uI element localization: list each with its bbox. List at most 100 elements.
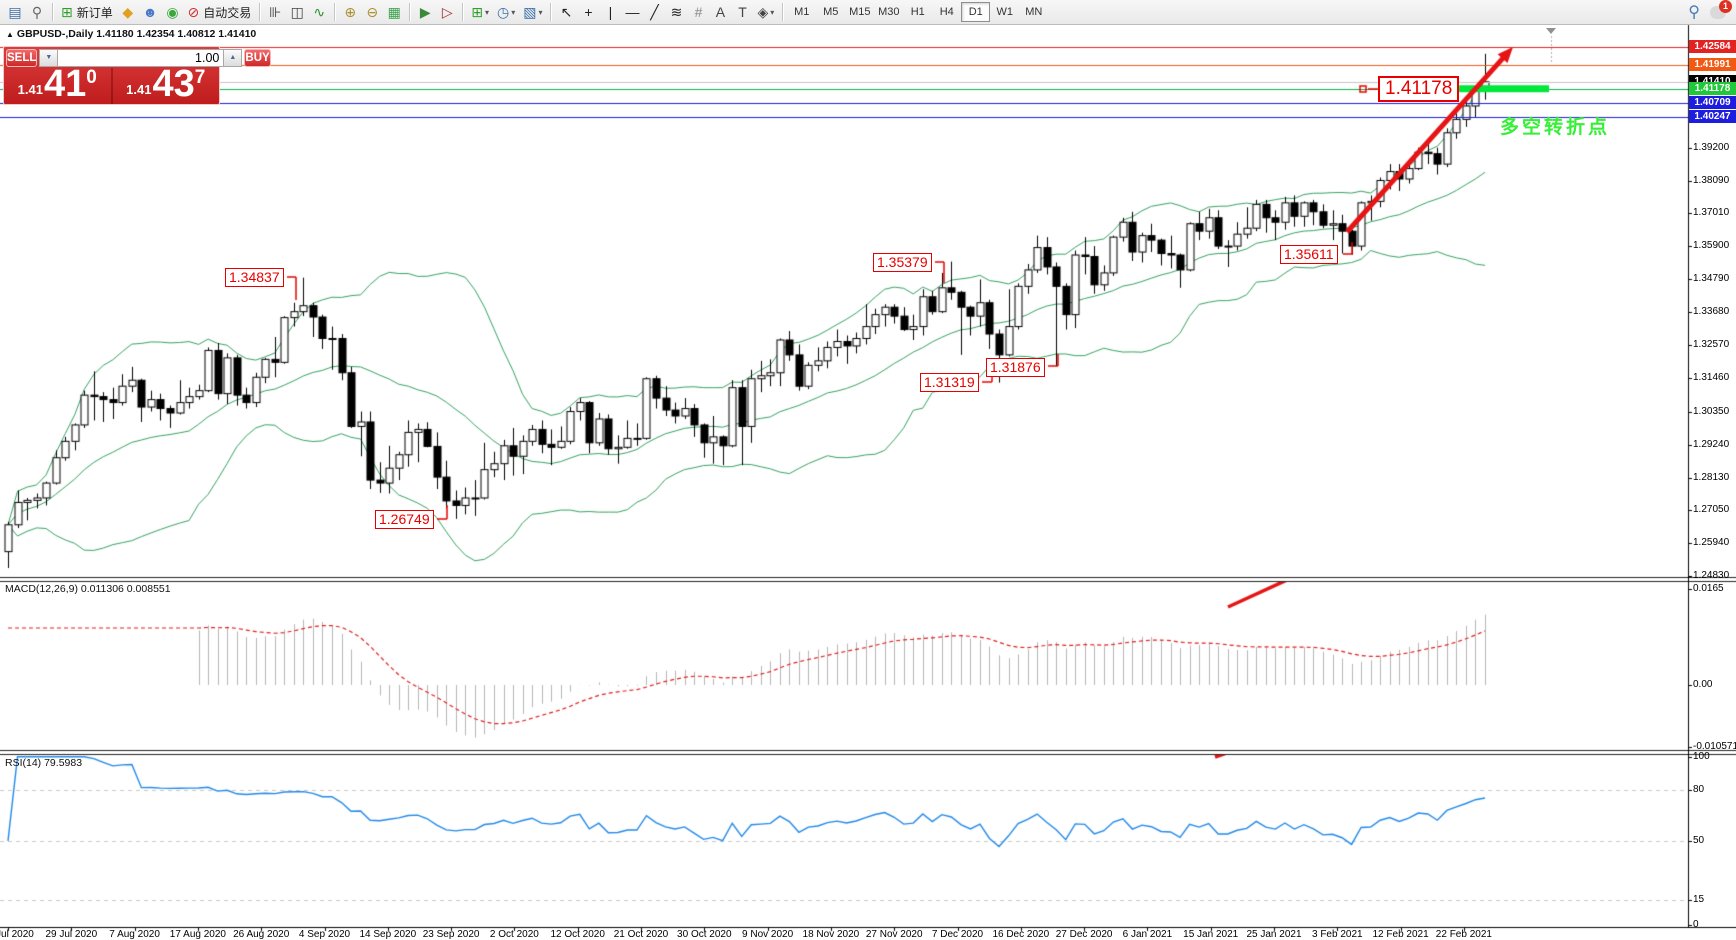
new-chart-icon-dropdown[interactable]: ▾ — [484, 7, 489, 17]
sell-price[interactable]: 1.41 41 0 — [4, 65, 111, 104]
trendline-icon: ╱ — [650, 4, 659, 20]
data-window-icon: ⚲ — [31, 4, 43, 20]
price-annotation[interactable]: 1.35611 — [1280, 245, 1338, 264]
date-axis-label: 27 Nov 2020 — [865, 929, 923, 940]
price-annotation[interactable]: 1.34837 — [225, 268, 284, 287]
date-axis-label: 14 Sep 2020 — [359, 929, 417, 940]
fibonacci-icon: ≋ — [670, 4, 683, 20]
vertical-line-icon[interactable]: | — [599, 2, 621, 23]
buy-price[interactable]: 1.41 43 7 — [113, 63, 220, 105]
rsi-indicator-label: RSI(14) 79.5983 — [5, 757, 83, 769]
period-clock-icon[interactable]: ◷ ▾ — [493, 2, 519, 23]
price-annotation[interactable]: 1.26749 — [375, 510, 434, 529]
crosshair-icon[interactable]: + — [577, 2, 599, 23]
timeframe-h1[interactable]: H1 — [910, 6, 925, 18]
collapse-icon[interactable]: ▲ — [6, 30, 14, 39]
candlestick-chart-type-icon: ◫ — [290, 4, 304, 20]
timeframe-m30[interactable]: M30 — [878, 6, 900, 18]
market-depth-icon: ◆ — [122, 4, 134, 20]
text-label-icon[interactable]: T — [731, 2, 753, 23]
volume-increase-button[interactable]: ▲ — [223, 48, 243, 67]
timeframe-h4[interactable]: H4 — [939, 6, 954, 18]
volume-input[interactable] — [58, 48, 224, 67]
chat-badge: 1 — [1719, 0, 1732, 13]
chart-shift-icon[interactable]: ▷ — [436, 2, 458, 23]
price-annotation[interactable]: 1.35379 — [873, 253, 932, 272]
market-watch-icon[interactable]: ▤ — [4, 2, 26, 23]
date-axis-label: 3 Feb 2021 — [1311, 929, 1363, 940]
note-long-short-turning-point[interactable]: 多空转折点 — [1500, 117, 1611, 138]
shapes-icon-dropdown[interactable]: ▾ — [770, 7, 775, 17]
horizontal-line-icon[interactable]: — — [621, 2, 643, 23]
line-chart-type-icon[interactable]: ∿ — [308, 2, 330, 23]
shapes-icon[interactable]: ◈ ▾ — [753, 2, 778, 23]
date-axis-label: 30 Oct 2020 — [677, 929, 732, 940]
indicators-icon[interactable]: ▧ ▾ — [519, 2, 546, 23]
buy-price-pip: 7 — [194, 67, 206, 88]
new-chart-icon: ⊞ — [471, 4, 483, 20]
cursor-icon[interactable]: ↖ — [555, 2, 577, 23]
price-annotation[interactable]: 1.31876 — [986, 358, 1045, 377]
fibonacci-icon[interactable]: ≋ — [665, 2, 687, 23]
buy-price-big: 43 — [152, 63, 195, 105]
date-axis-label: 25 Jan 2021 — [1246, 929, 1302, 940]
price-annotation[interactable]: 1.41178 — [1378, 76, 1460, 102]
date-axis-label: 12 Feb 2021 — [1372, 929, 1429, 940]
bar-chart-type-icon: ⊪ — [269, 4, 282, 20]
date-axis-label: 26 Aug 2020 — [233, 929, 290, 940]
autotrading-button[interactable]: ⊘ 自动交易 — [183, 2, 255, 23]
rsi-axis-tick: 80 — [1693, 784, 1705, 796]
candlestick-chart-type-icon[interactable]: ◫ — [286, 2, 308, 23]
zoom-out-icon[interactable]: ⊖ — [361, 2, 383, 23]
tile-windows-icon[interactable]: ▦ — [383, 2, 405, 23]
rsi-axis-tick: 50 — [1693, 834, 1705, 846]
date-axis-label: 21 Oct 2020 — [613, 929, 669, 940]
date-axis-label: 7 Aug 2020 — [109, 929, 160, 940]
signals-icon[interactable]: ◉ — [161, 2, 183, 23]
date-axis-label: 27 Dec 2020 — [1055, 929, 1113, 940]
date-axis-label: 29 Jul 2020 — [45, 929, 98, 940]
indicators-icon-dropdown[interactable]: ▾ — [538, 7, 543, 17]
trendline-icon[interactable]: ╱ — [643, 2, 665, 23]
symbol-ohlc-text: GBPUSD-,Daily 1.41180 1.42354 1.40812 1.… — [16, 28, 257, 40]
data-window-icon[interactable]: ⚲ — [26, 2, 48, 23]
chat-icon[interactable]: 1 — [1710, 0, 1732, 19]
text-label-icon: T — [738, 4, 747, 20]
text-icon[interactable]: A — [709, 2, 731, 23]
date-axis-label: 20 Jul 2020 — [0, 929, 34, 940]
period-clock-icon-dropdown[interactable]: ▾ — [511, 7, 516, 17]
timeframe-m15[interactable]: M15 — [849, 6, 871, 18]
auto-scroll-icon[interactable]: ▶ — [414, 2, 436, 23]
timeframe-w1[interactable]: W1 — [996, 6, 1014, 18]
sell-button[interactable]: SELL — [6, 48, 38, 67]
chart-shift-marker[interactable] — [1546, 28, 1556, 34]
price-axis-tick: 1.29240 — [1693, 438, 1730, 450]
volume-decrease-button[interactable]: ▼ — [39, 48, 59, 67]
market-depth-icon[interactable]: ◆ — [117, 2, 139, 23]
date-axis-label: 2 Oct 2020 — [489, 929, 539, 940]
new-chart-icon[interactable]: ⊞ ▾ — [467, 2, 493, 23]
timeframe-m1[interactable]: M1 — [794, 6, 810, 18]
price-axis-tick: 1.37010 — [1693, 206, 1730, 218]
grid-icon[interactable]: # — [687, 2, 709, 23]
timeframe-mn[interactable]: MN — [1025, 6, 1043, 18]
macd-axis-tick: -0.010571 — [1693, 740, 1736, 752]
price-annotation[interactable]: 1.31319 — [920, 373, 979, 392]
cursor-icon: ↖ — [560, 4, 573, 20]
price-axis-tick: 1.38090 — [1693, 174, 1730, 186]
buy-button[interactable]: BUY — [244, 48, 271, 67]
price-level-label: 1.42584 — [1689, 40, 1736, 54]
zoom-in-icon[interactable]: ⊕ — [339, 2, 361, 23]
community-icon[interactable]: ☻ — [139, 2, 162, 23]
toolbar: ▤ ⚲ ⊞ 新订单 ◆ ☻ ◉ ⊘ 自动交易 ⊪ ◫ ∿ ⊕ ⊖ ▦ ▶ ▷ ⊞ ▾ ◷ ▾ ▧ ▾ ↖ + | — ╱ ≋ # A T ◈ ▾ M… — [0, 0, 1736, 25]
buy-price-prefix: 1.41 — [126, 82, 152, 97]
bar-chart-type-icon[interactable]: ⊪ — [264, 2, 286, 23]
date-axis-label: 6 Jan 2021 — [1122, 929, 1173, 940]
timeframe-d1[interactable]: D1 — [961, 2, 991, 22]
rsi-axis-tick: 15 — [1693, 893, 1705, 905]
timeframe-m5[interactable]: M5 — [823, 6, 839, 18]
search-icon[interactable]: ⚲ — [1688, 4, 1700, 21]
new-order-button[interactable]: ⊞ 新订单 — [57, 2, 117, 23]
